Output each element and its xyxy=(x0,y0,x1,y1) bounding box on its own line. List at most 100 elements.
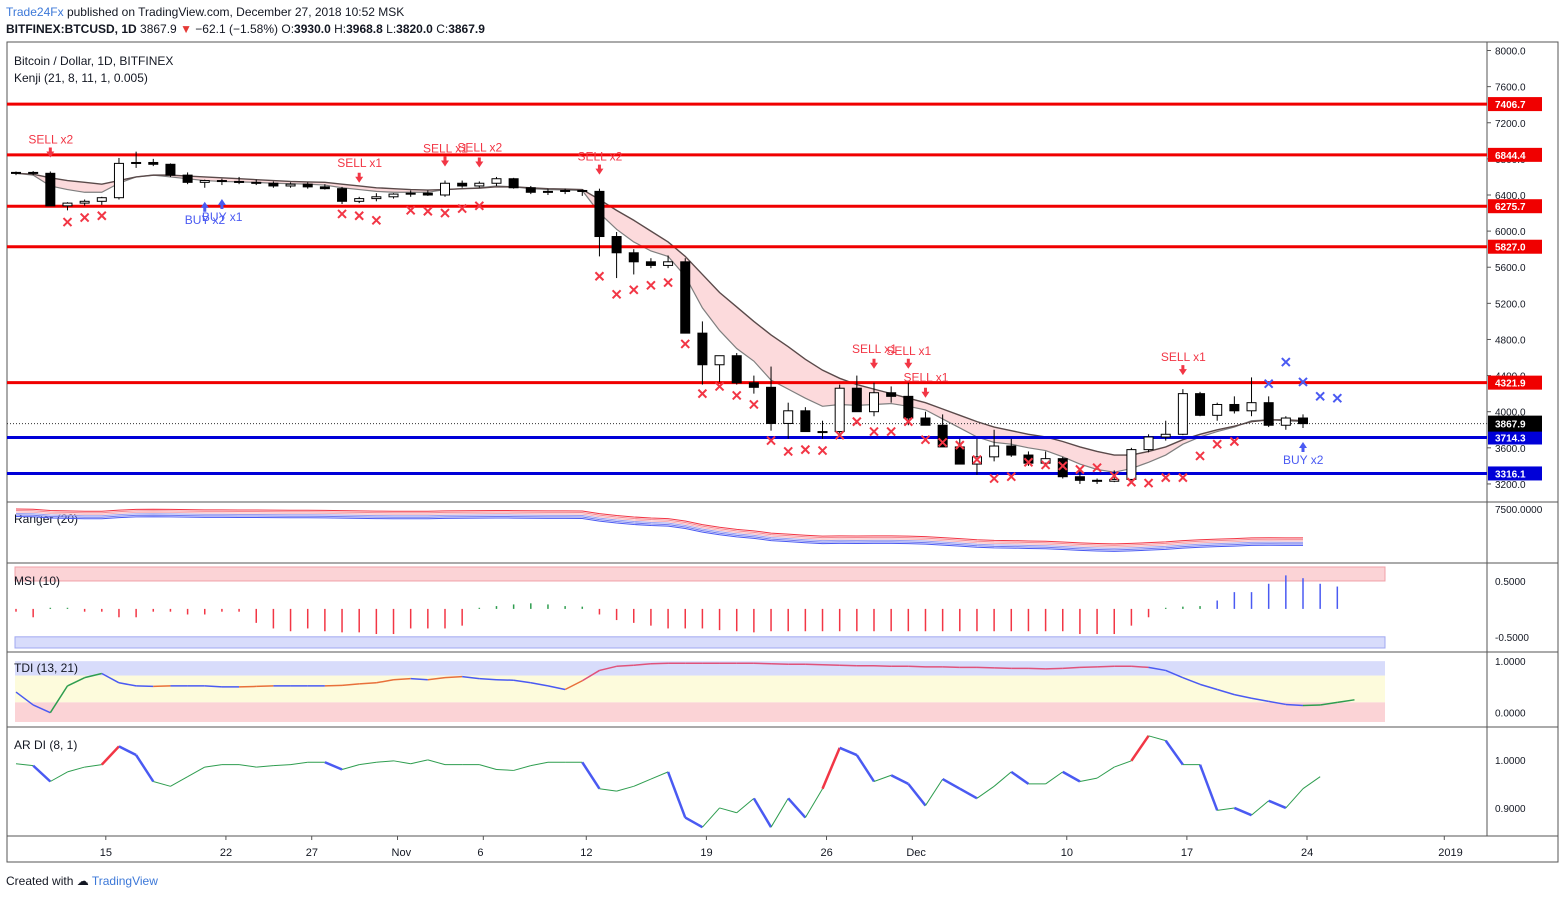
candle-body xyxy=(577,189,588,192)
candle-body xyxy=(525,187,536,193)
price-tick-label: 4000.0 xyxy=(1495,408,1526,419)
tdi-line-segment xyxy=(839,664,857,667)
sell-signal-label: SELL x1 xyxy=(903,371,948,385)
ardi-line-segment xyxy=(839,746,858,757)
tdi-line-segment xyxy=(994,667,1012,670)
publisher-name[interactable]: Trade24Fx xyxy=(6,5,64,19)
level-price-label: 6275.7 xyxy=(1495,202,1526,213)
buy-marker xyxy=(1263,379,1274,389)
candle-body xyxy=(440,182,450,196)
high-value: 3968.8 xyxy=(346,22,383,36)
sell-marker xyxy=(732,390,742,401)
sell-arrow-icon xyxy=(441,156,449,167)
tdi-line-segment xyxy=(1251,697,1269,703)
kenji-fast-line xyxy=(15,172,1304,473)
sell-marker xyxy=(79,212,90,223)
ranger-band-line xyxy=(15,515,1304,552)
ranger-band-line xyxy=(15,514,1304,551)
candle-body xyxy=(388,193,399,198)
time-tick-label: 24 xyxy=(1301,847,1313,859)
candle-body xyxy=(508,178,519,189)
sell-marker xyxy=(749,399,759,410)
ardi-line-segment xyxy=(67,766,85,773)
buy-marker xyxy=(1281,357,1291,367)
candle-body xyxy=(148,161,159,165)
ardi-line-segment xyxy=(907,783,927,807)
sell-marker xyxy=(663,277,673,288)
sell-marker xyxy=(1212,439,1222,449)
candle-body xyxy=(62,202,73,207)
candle-body xyxy=(79,200,90,204)
candle-body xyxy=(1212,403,1223,416)
level-price-label: 4321.9 xyxy=(1495,379,1526,390)
ardi-line-segment xyxy=(1164,739,1184,766)
last-price-label: 3867.9 xyxy=(1495,420,1526,431)
candle-body xyxy=(954,446,965,465)
candle-body xyxy=(886,392,897,397)
sell-marker xyxy=(646,280,656,290)
price-tick-label: 5200.0 xyxy=(1495,299,1526,310)
tradingview-link[interactable]: TradingView xyxy=(91,874,158,888)
buy-arrow-icon xyxy=(200,201,209,212)
tdi-line-segment xyxy=(1148,666,1166,672)
ardi-line-segment xyxy=(273,764,291,767)
time-tick-label: 2019 xyxy=(1438,847,1462,859)
time-tick-label: Nov xyxy=(392,847,412,859)
sell-marker xyxy=(903,416,914,427)
level-price-label: 5827.0 xyxy=(1495,243,1526,254)
high-label: H: xyxy=(334,22,347,36)
price-tick-label: 6400.0 xyxy=(1495,191,1526,202)
main-chart-title: Bitcoin / Dollar, 1D, BITFINEX xyxy=(14,54,173,68)
candle-body xyxy=(96,197,107,202)
tdi-line-segment xyxy=(1268,700,1286,706)
candle-body xyxy=(1246,402,1257,412)
ardi-line-segment xyxy=(239,764,257,768)
ardi-line-segment xyxy=(118,745,137,757)
sell-marker xyxy=(1229,436,1240,447)
buy-arrow-icon xyxy=(217,199,226,210)
ardi-line-segment xyxy=(1217,807,1235,811)
sell-arrow-icon xyxy=(475,157,484,168)
ardi-line-segment xyxy=(581,761,601,790)
ardi-line-segment xyxy=(770,798,789,828)
ranger-band-line xyxy=(15,508,1304,545)
candle-body xyxy=(11,171,21,174)
sell-marker xyxy=(886,426,896,437)
tdi-line-segment xyxy=(1199,683,1218,691)
candle-body xyxy=(628,252,639,263)
sell-signal-label: SELL x2 xyxy=(28,133,73,147)
ardi-line-segment xyxy=(1062,770,1081,783)
candle-body xyxy=(989,445,1000,458)
ardi-line-segment xyxy=(359,761,377,766)
ardi-line-segment xyxy=(427,759,446,766)
symbol-label: BITFINEX:BTCUSD, 1D xyxy=(6,22,137,36)
candle-body xyxy=(1263,402,1274,426)
candle-body xyxy=(869,392,879,413)
time-tick-label: 10 xyxy=(1061,847,1073,859)
candle-body xyxy=(542,190,553,193)
sell-marker xyxy=(800,444,811,455)
candle-body xyxy=(766,386,777,424)
tdi-line-segment xyxy=(444,675,463,679)
level-price-box xyxy=(1488,430,1542,445)
candle-body xyxy=(457,182,468,187)
sell-marker xyxy=(611,289,622,300)
tdi-line-segment xyxy=(633,662,651,667)
chart-frame xyxy=(6,41,1559,863)
tdi-line-segment xyxy=(410,677,428,681)
sell-arrow-icon xyxy=(904,358,913,369)
tdi-line-segment xyxy=(1302,704,1321,707)
sell-arrow-icon xyxy=(355,172,364,183)
candle-body xyxy=(1109,478,1120,482)
sell-marker xyxy=(989,473,999,484)
level-price-label: 3714.3 xyxy=(1495,434,1526,445)
kenji-slow-line xyxy=(15,172,1304,456)
published-text: published on TradingView.com, December 2… xyxy=(66,5,405,19)
ardi-line-segment xyxy=(1010,770,1030,785)
tdi-line-segment xyxy=(136,685,154,688)
tdi-line-segment xyxy=(1182,676,1201,686)
ardi-line-segment xyxy=(100,745,120,766)
ardi-line-segment xyxy=(530,761,549,767)
